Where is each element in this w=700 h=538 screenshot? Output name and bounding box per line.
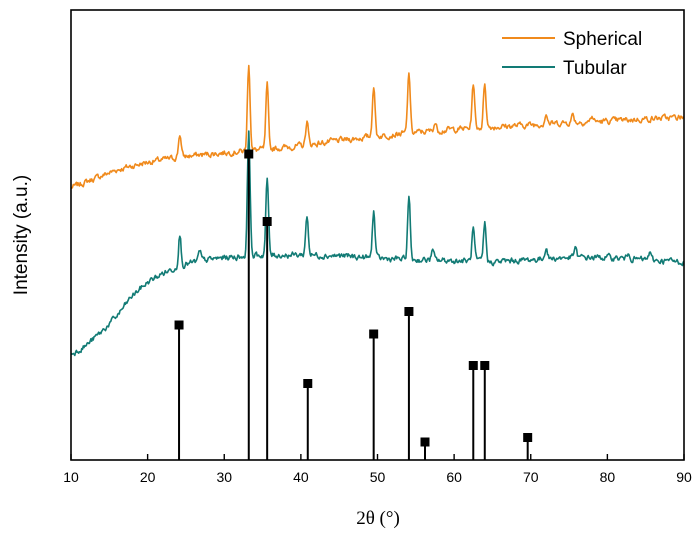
x-tick-label: 70 — [523, 469, 539, 485]
reference-marker — [174, 320, 184, 330]
reference-marker — [262, 217, 272, 226]
reference-marker — [244, 149, 254, 159]
y-axis-title: Intensity (a.u.) — [11, 175, 32, 295]
reference-marker — [303, 379, 313, 388]
series-line-spherical — [70, 64, 685, 189]
x-tick-label: 30 — [216, 469, 232, 485]
legend-label-spherical: Spherical — [563, 29, 642, 50]
x-tick-label: 40 — [293, 469, 309, 485]
reference-marker — [468, 361, 478, 370]
x-tick-label: 10 — [63, 469, 79, 485]
legend-label-tubular: Tubular — [563, 58, 627, 79]
reference-marker — [369, 329, 379, 339]
reference-marker — [523, 433, 533, 442]
x-tick-label: 20 — [140, 469, 156, 485]
x-tick-label: 50 — [370, 469, 386, 485]
reference-marker — [480, 361, 490, 370]
x-tick-label: 60 — [446, 469, 462, 485]
x-axis-title: 2θ (°) — [356, 508, 400, 529]
legend: Spherical Tubular — [502, 29, 642, 79]
x-axis-ticks: 10 20 30 40 50 60 70 80 90 — [63, 454, 692, 485]
x-tick-label: 80 — [600, 469, 616, 485]
reference-pattern — [174, 149, 533, 460]
series-line-tubular — [70, 130, 685, 357]
curves-layer — [70, 64, 685, 357]
x-tick-label: 90 — [676, 469, 692, 485]
reference-marker — [420, 437, 430, 447]
reference-marker — [404, 307, 414, 316]
